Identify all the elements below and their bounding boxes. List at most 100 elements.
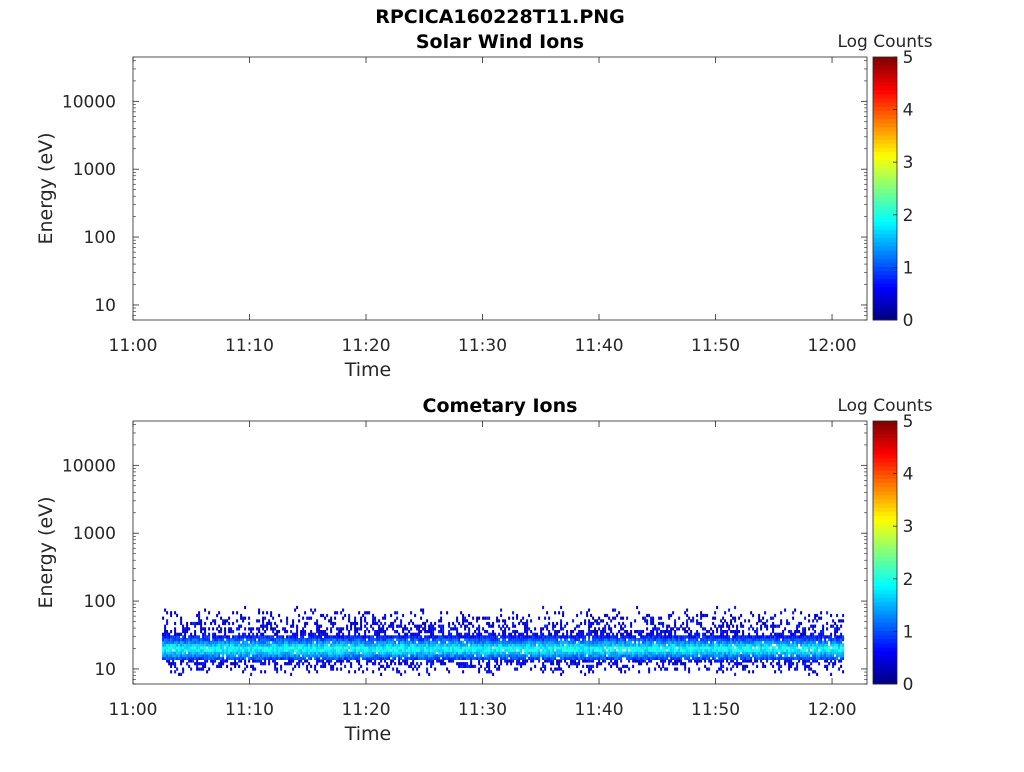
spectrogram-cell — [768, 656, 771, 660]
spectrogram-cell — [454, 651, 457, 655]
spectrogram-cell — [602, 632, 605, 636]
spectrogram-cell — [180, 619, 183, 623]
spectrogram-cell — [460, 662, 463, 666]
spectrogram-cell — [234, 648, 237, 652]
spectrogram-cell — [188, 643, 191, 647]
spectrogram-cell — [170, 662, 173, 666]
spectrogram-cell — [416, 632, 419, 636]
spectrogram-cell — [248, 651, 251, 655]
colorbar-swatch — [873, 315, 897, 321]
y-tick-label: 10000 — [62, 92, 116, 112]
spectrogram-cell — [476, 616, 479, 620]
spectrogram-cell — [580, 648, 583, 652]
spectrogram-cell — [592, 656, 595, 660]
spectrogram-cell — [190, 656, 193, 660]
spectrogram-cell — [330, 616, 333, 620]
spectrogram-cell — [496, 640, 499, 644]
spectrogram-cell — [354, 651, 357, 655]
spectrogram-cell — [466, 648, 469, 652]
spectrogram-cell — [162, 632, 165, 636]
spectrogram-cell — [476, 635, 479, 639]
spectrogram-cell — [340, 638, 343, 642]
spectrogram-cell — [206, 670, 209, 674]
spectrogram-cell — [748, 654, 751, 658]
spectrogram-cell — [418, 627, 421, 631]
spectrogram-cell — [470, 621, 473, 626]
spectrogram-cell — [806, 646, 809, 650]
spectrogram-cell — [524, 635, 527, 639]
spectrogram-cell — [640, 638, 643, 642]
spectrogram-cell — [192, 643, 195, 647]
spectrogram-cell — [284, 654, 287, 658]
spectrogram-cell — [778, 659, 781, 663]
spectrogram-cell — [674, 646, 677, 650]
spectrogram-cell — [622, 635, 625, 639]
spectrogram-cell — [742, 624, 745, 628]
spectrogram-cell — [560, 672, 563, 676]
spectrogram-cell — [260, 638, 263, 642]
spectrogram-cell — [724, 640, 727, 644]
spectrogram-cell — [480, 643, 483, 647]
spectrogram-cell — [736, 643, 739, 647]
spectrogram-cell — [694, 640, 697, 644]
spectrogram-cell — [754, 646, 757, 650]
spectrogram-cell — [460, 632, 463, 636]
spectrogram-cell — [444, 640, 447, 644]
spectrogram-cell — [438, 638, 441, 642]
spectrogram-cell — [442, 654, 445, 658]
spectrogram-cell — [838, 619, 841, 623]
spectrogram-cell — [210, 651, 213, 655]
spectrogram-cell — [514, 646, 517, 650]
spectrogram-cell — [312, 648, 315, 652]
spectrogram-cell — [338, 640, 341, 644]
spectrogram-cell — [750, 643, 753, 647]
spectrogram-cell — [622, 627, 625, 631]
spectrogram-cell — [804, 667, 807, 671]
spectrogram-cell — [514, 667, 517, 671]
spectrogram-cell — [408, 630, 411, 634]
spectrogram-cell — [770, 638, 773, 642]
spectrogram-cell — [668, 659, 671, 663]
spectrogram-cell — [756, 651, 759, 655]
spectrogram-cell — [260, 646, 263, 650]
spectrogram-cell — [786, 651, 789, 655]
colorbar-swatch — [873, 291, 897, 296]
spectrogram-cell — [226, 659, 229, 663]
spectrogram-cell — [232, 630, 235, 634]
spectrogram-cell — [730, 640, 733, 644]
spectrogram-cell — [618, 646, 621, 650]
spectrogram-cell — [600, 643, 603, 647]
spectrogram-cell — [196, 659, 199, 663]
spectrogram-cell — [558, 648, 561, 652]
spectrogram-cell — [682, 662, 685, 666]
spectrogram-cell — [184, 648, 187, 652]
spectrogram-cell — [282, 656, 285, 660]
spectrogram-cell — [182, 638, 185, 642]
spectrogram-cell — [594, 656, 597, 660]
spectrogram-cell — [462, 640, 465, 644]
colorbar-tick-label: 0 — [903, 675, 914, 695]
spectrogram-cell — [548, 656, 551, 660]
spectrogram-cell — [620, 670, 623, 674]
spectrogram-cell — [652, 621, 655, 626]
spectrogram-cell — [208, 643, 211, 647]
spectrogram-cell — [684, 635, 687, 639]
spectrogram-cell — [720, 646, 723, 650]
spectrogram-cell — [174, 654, 177, 658]
spectrogram-cell — [716, 643, 719, 647]
spectrogram-cell — [598, 640, 601, 644]
spectrogram-cell — [752, 654, 755, 658]
spectrogram-cell — [720, 659, 723, 663]
spectrogram-cell — [666, 627, 669, 631]
spectrogram-cell — [390, 651, 393, 655]
spectrogram-cell — [828, 646, 831, 650]
spectrogram-cell — [494, 638, 497, 642]
spectrogram-cell — [500, 662, 503, 666]
spectrogram-cell — [424, 656, 427, 660]
spectrogram-cell — [666, 654, 669, 658]
spectrogram-cell — [322, 651, 325, 655]
spectrogram-cell — [328, 651, 331, 655]
spectrogram-cell — [760, 627, 763, 631]
spectrogram-cell — [650, 646, 653, 650]
spectrogram-cell — [672, 640, 675, 644]
